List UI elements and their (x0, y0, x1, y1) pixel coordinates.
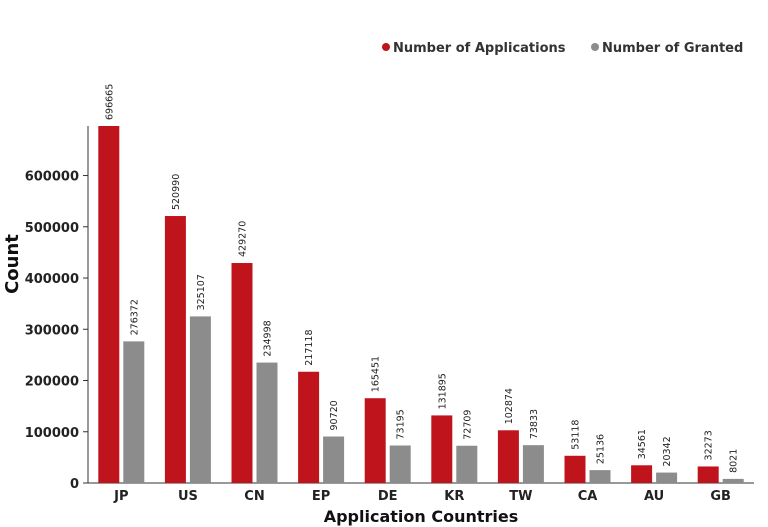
bar-applications-kr (431, 415, 453, 483)
bar-granted-tw (522, 445, 544, 483)
bar-applications-us (164, 216, 186, 484)
bar-granted-de (389, 445, 411, 483)
legend-marker-granted (591, 43, 599, 51)
y-tick-label: 400000 (25, 272, 79, 287)
bar-value-label: 32273 (704, 430, 715, 460)
bar-value-labels: 696665 276372 520990 325107 429270 234998 2171… (104, 84, 739, 473)
y-axis-ticks: 0 100000 200000 300000 400000 500000 600000 (25, 170, 88, 492)
bar-value-label: 217118 (304, 329, 315, 365)
bar-granted-jp (123, 341, 145, 483)
bar-value-label: 429270 (238, 221, 249, 257)
x-tick-label: US (178, 489, 198, 504)
bar-applications-de (364, 398, 386, 483)
x-tick-label: CN (244, 489, 264, 504)
x-axis-title: Application Countries (324, 507, 519, 526)
bar-granted-gb (722, 478, 744, 483)
bar-granted-us (189, 316, 211, 483)
legend-marker-applications (382, 43, 390, 51)
bar-value-label: 276372 (129, 299, 140, 335)
x-tick-label: JP (113, 489, 128, 504)
bar-value-label: 520990 (171, 174, 182, 210)
bar-granted-kr (456, 445, 478, 483)
x-tick-label: TW (509, 489, 532, 504)
bar-applications-jp (98, 126, 120, 483)
bar-applications-cn (231, 263, 253, 483)
bar-applications-gb (697, 466, 719, 483)
bar-applications-au (631, 465, 653, 483)
bar-applications-ca (564, 455, 586, 483)
y-tick-label: 300000 (25, 323, 79, 338)
bar-value-label: 90720 (329, 400, 340, 430)
bars (98, 126, 744, 484)
bar-value-label: 73833 (529, 409, 540, 439)
legend-label-applications: Number of Applications (393, 41, 566, 56)
x-tick-label: GB (710, 489, 731, 504)
bar-value-label: 8021 (729, 449, 740, 473)
y-tick-label: 500000 (25, 221, 79, 236)
y-tick-label: 200000 (25, 375, 79, 390)
bar-value-label: 325107 (196, 274, 207, 310)
bar-value-label: 20342 (662, 436, 673, 466)
x-tick-label: CA (578, 489, 598, 504)
x-tick-label: DE (378, 489, 398, 504)
x-tick-label: EP (312, 489, 330, 504)
bar-applications-ep (298, 371, 320, 483)
bar-value-label: 34561 (637, 429, 648, 459)
y-tick-label: 0 (70, 477, 79, 492)
x-tick-label: KR (444, 489, 464, 504)
legend: Number of Applications Number of Granted (382, 41, 743, 56)
bar-granted-cn (256, 362, 278, 483)
y-tick-label: 100000 (25, 426, 79, 441)
x-tick-label: AU (644, 489, 664, 504)
bar-value-label: 72709 (462, 410, 473, 440)
bar-value-label: 53118 (571, 420, 582, 450)
bar-value-label: 102874 (504, 388, 515, 424)
x-axis-ticks: JP US CN EP DE KR TW CA AU GB (113, 489, 731, 504)
bar-value-label: 73195 (396, 409, 407, 439)
bar-granted-ep (323, 436, 345, 483)
bar-applications-tw (497, 430, 519, 483)
bar-value-label: 234998 (263, 320, 274, 356)
legend-label-granted: Number of Granted (602, 41, 743, 56)
bar-granted-ca (589, 470, 611, 483)
bar-value-label: 165451 (371, 356, 382, 392)
y-axis-title: Count (2, 234, 23, 294)
bar-value-label: 696665 (104, 84, 115, 120)
y-tick-label: 600000 (25, 170, 79, 185)
bar-value-label: 25136 (596, 434, 607, 464)
bar-granted-au (656, 472, 678, 483)
bar-value-label: 131895 (437, 373, 448, 409)
